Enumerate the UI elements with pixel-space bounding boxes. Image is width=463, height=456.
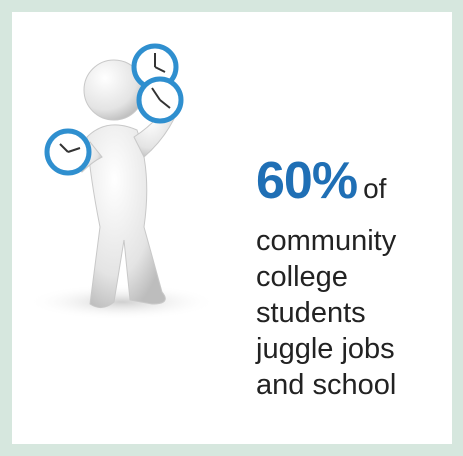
clock	[139, 79, 181, 121]
stat-line: 60%of	[256, 152, 396, 223]
description-line: students	[256, 295, 396, 331]
description-line: community	[256, 223, 396, 259]
stat-suffix: of	[363, 173, 386, 204]
infographic: 60%of communitycollegestudentsjuggle job…	[0, 0, 463, 456]
description-line: and school	[256, 367, 396, 403]
juggling-figure	[12, 12, 252, 342]
description-line: juggle jobs	[256, 331, 396, 367]
stat: 60%	[256, 152, 357, 210]
description-line: college	[256, 259, 396, 295]
clock	[47, 131, 89, 173]
